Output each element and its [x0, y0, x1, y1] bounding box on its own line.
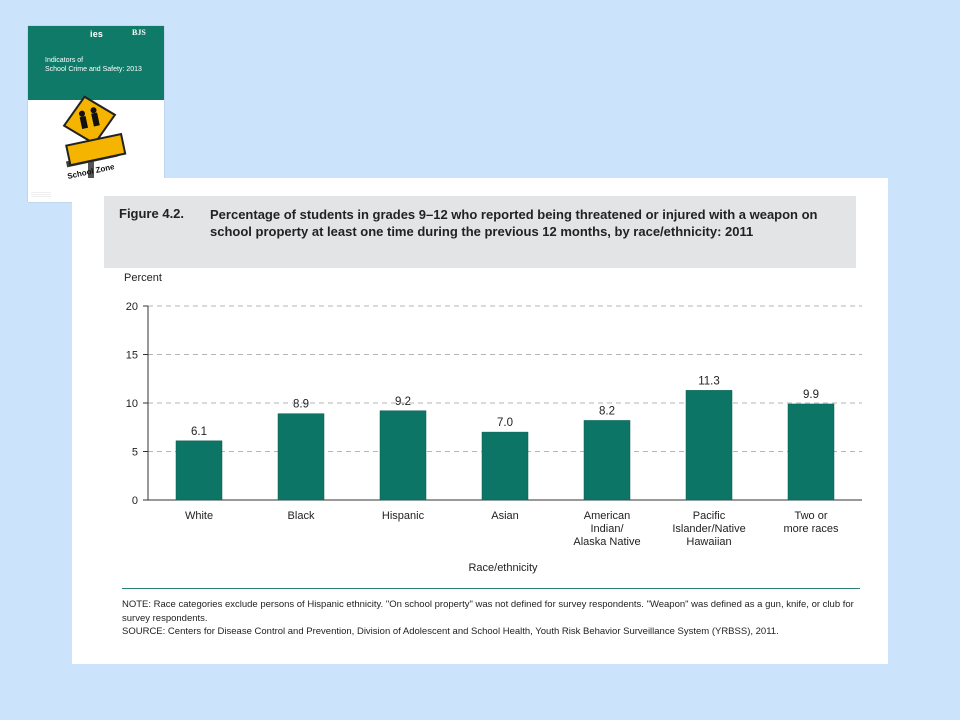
- y-tick-label-10: 10: [126, 398, 138, 410]
- y-axis-title: Percent: [124, 272, 162, 284]
- bar-4: [481, 431, 529, 501]
- cover-title-line2: School Crime and Safety: 2013: [45, 66, 142, 73]
- report-cover-thumbnail: ies BJS Indicators of School Crime and S…: [28, 26, 164, 202]
- category-label-2: Black: [287, 510, 315, 522]
- bar-1: [175, 440, 223, 501]
- source-text: SOURCE: Centers for Disease Control and …: [122, 626, 779, 637]
- bjs-logo: BJS: [132, 28, 146, 37]
- y-tick-label-5: 5: [132, 447, 138, 459]
- category-label-3: Hispanic: [381, 510, 425, 522]
- value-label-4: 7.0: [497, 417, 513, 429]
- note-text: NOTE: Race categories exclude persons of…: [122, 599, 854, 624]
- y-tick-label-20: 20: [126, 301, 138, 313]
- category-label-1: White: [184, 510, 214, 522]
- category-label-7: Two or more races: [783, 510, 839, 535]
- cover-footer-left: [31, 192, 51, 198]
- value-label-7: 9.9: [803, 389, 819, 401]
- figure-title: Percentage of students in grades 9–12 wh…: [210, 207, 818, 239]
- figure-header: Figure 4.2. Percentage of students in gr…: [104, 196, 856, 268]
- bar-2: [277, 413, 325, 501]
- figure-notes: NOTE: Race categories exclude persons of…: [122, 598, 862, 639]
- category-label-5: American Indian/ Alaska Native: [573, 510, 641, 548]
- bar-5: [583, 420, 631, 501]
- bar-3: [379, 410, 427, 501]
- cover-title: Indicators of School Crime and Safety: 2…: [45, 56, 160, 74]
- y-tick-label-15: 15: [126, 350, 138, 362]
- category-label-4: Asian: [491, 510, 519, 522]
- value-label-2: 8.9: [293, 399, 309, 411]
- cover-title-line1: Indicators of: [45, 57, 84, 64]
- ies-logo: ies: [90, 29, 104, 39]
- figure-number: Figure 4.2.: [119, 206, 185, 221]
- note-divider: [122, 588, 860, 589]
- category-label-6: Pacific Islander/Native Hawaiian: [672, 510, 746, 548]
- value-label-3: 9.2: [395, 396, 411, 408]
- cover-green-band: [28, 26, 164, 100]
- bar-6: [685, 390, 733, 501]
- value-label-1: 6.1: [191, 426, 207, 438]
- value-label-6: 11.3: [698, 375, 720, 387]
- y-tick-label-0: 0: [132, 495, 138, 507]
- value-label-5: 8.2: [599, 405, 615, 417]
- figure-panel: Figure 4.2. Percentage of students in gr…: [72, 178, 888, 664]
- bar-7: [787, 403, 835, 501]
- school-zone-sign-illustration: School Zone: [62, 95, 127, 202]
- x-axis-title: Race/ethnicity: [468, 562, 538, 574]
- bar-chart: 0 5 10 15 20 6.1 8.9 9.2 7.0 8.2 11.3 9.9: [126, 301, 862, 507]
